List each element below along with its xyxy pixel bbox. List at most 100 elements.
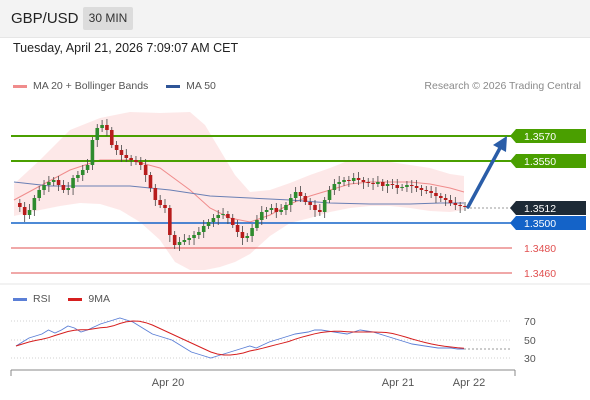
timeframe-button[interactable]: 30 MIN [83,7,133,30]
level-tag-label: 1.3460 [524,268,556,280]
candlesticks [18,119,467,251]
candle-body [303,196,308,202]
candle-body [124,155,129,158]
candle-body [318,210,322,212]
level-tag-pointer [510,216,516,230]
candle-body [376,182,380,184]
rsi-level-label: 70 [524,316,536,328]
candle-body [143,165,148,175]
candle-body [134,160,138,162]
candle-body [119,150,124,155]
candle-body [347,180,351,181]
candle-body [182,240,187,242]
candle-body [27,210,32,215]
candle-body [351,178,356,181]
candle-body [32,198,37,210]
candle-body [385,184,390,186]
candle-body [76,175,80,178]
credit-label: Research © 2026 Trading Central [424,80,581,92]
candle-body [245,236,250,238]
candle-body [100,125,104,128]
level-tag-bg [516,201,586,215]
candle-body [90,140,95,165]
candle-body [308,202,312,205]
level-tag-bg [516,129,586,143]
candle-body [153,188,158,200]
candle-body [361,180,366,182]
level-tag-label: 1.3570 [524,131,556,143]
candle-body [211,218,216,222]
candle-body [405,185,409,187]
candle-body [61,185,66,190]
candle-body [95,128,100,140]
candle-body [187,238,191,240]
candle-body [390,184,395,185]
candle-body [230,218,235,225]
rsi-line [15,317,464,359]
candle-body [163,205,167,208]
candle-body [293,192,298,198]
candle-body [259,212,264,220]
candle-body [177,242,182,245]
bollinger-legend-label: MA 20 + Bollinger Bands [33,80,149,92]
candle-body [380,182,385,186]
candle-body [332,184,337,190]
arrow-head [493,136,507,152]
candle-body [80,170,85,175]
rsi-legend-label: RSI [33,293,51,305]
candle-body [206,222,211,226]
level-tag-bg [516,154,586,168]
candle-body [279,210,283,212]
candle-body [240,232,245,238]
level-tag-pointer [510,154,516,168]
candle-body [284,205,288,210]
candle-body [439,196,443,198]
candle-body [313,205,317,210]
candle-body [192,235,196,238]
candle-body [337,182,341,184]
candle-body [105,125,109,130]
candle-body [250,228,254,236]
price-legend: MA 20 + Bollinger Bands MA 50 [13,80,216,92]
bollinger-swatch [13,84,27,88]
candle-body [66,188,71,190]
candle-body [342,180,346,182]
candle-body [148,175,153,188]
forecast-arrow [466,136,507,209]
candle-body [448,200,453,203]
level-tag-label: 1.3500 [524,218,556,230]
candle-body [226,214,230,218]
date-label: Apr 20 [152,377,184,389]
candle-body [414,186,419,188]
datetime-label: Tuesday, April 21, 2026 7:09:07 AM CET [13,41,239,55]
rsi-ma-line [15,320,465,356]
level-tag-pointer [510,129,516,143]
rsi-level-label: 50 [524,335,536,347]
candle-body [409,185,414,186]
ma50-swatch [166,84,181,88]
candle-body [419,188,424,190]
candle-body [289,198,293,205]
rsi-ma-swatch [68,297,83,301]
candle-body [255,220,259,228]
header-bar: GBP/USD 30 MIN [0,0,590,38]
candle-body [109,130,114,145]
candle-body [216,215,221,218]
candle-body [463,206,467,207]
candle-body [458,205,462,206]
candle-body [18,203,22,207]
level-tag-pointer [510,201,516,215]
rsi-level-label: 30 [524,353,536,365]
candle-body [366,182,371,183]
candle-body [356,178,361,180]
candle-body [371,183,375,184]
candle-body [172,235,177,245]
rsi-panel: 70 50 30 [11,316,536,365]
candle-body [201,226,206,232]
candle-body [434,193,438,196]
candle-body [168,208,172,235]
candle-body [453,203,458,205]
candle-body [274,208,279,212]
candle-body [139,162,143,165]
